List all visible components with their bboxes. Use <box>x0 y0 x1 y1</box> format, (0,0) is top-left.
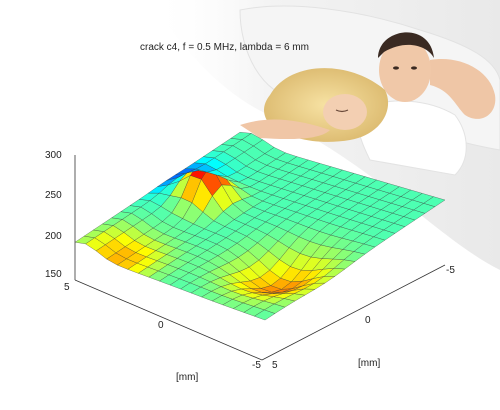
woman-arm <box>240 119 330 140</box>
y-axis-line <box>261 264 446 361</box>
x-tick-label: 0 <box>158 320 164 331</box>
y-tick-label: 5 <box>272 360 278 371</box>
chart-title: crack c4, f = 0.5 MHz, lambda = 6 mm <box>140 42 309 53</box>
man-face <box>379 38 431 102</box>
man-eye-right <box>411 66 417 70</box>
woman-figure <box>240 68 389 142</box>
z-tick-label: 200 <box>45 231 62 242</box>
woman-face <box>323 94 367 130</box>
surface-mesh <box>74 132 446 321</box>
y-axis-label: [mm] <box>358 358 381 369</box>
z-tick-label: 300 <box>45 150 62 161</box>
man-figure <box>357 32 496 176</box>
axes-box <box>74 155 446 361</box>
y-tick-label: -5 <box>446 265 455 276</box>
x-tick-label: 5 <box>64 282 70 293</box>
y-tick-label: 0 <box>365 315 371 326</box>
woman-eye <box>335 109 349 113</box>
man-hair <box>378 32 434 58</box>
z-tick-label: 250 <box>45 190 62 201</box>
man-eye-left <box>393 66 399 70</box>
x-axis-line <box>74 279 263 361</box>
x-tick-label: -5 <box>252 360 261 371</box>
man-arm <box>430 59 496 119</box>
surface-patch <box>423 196 446 207</box>
x-axis-label: [mm] <box>176 372 199 383</box>
z-tick-label: 150 <box>45 269 62 280</box>
